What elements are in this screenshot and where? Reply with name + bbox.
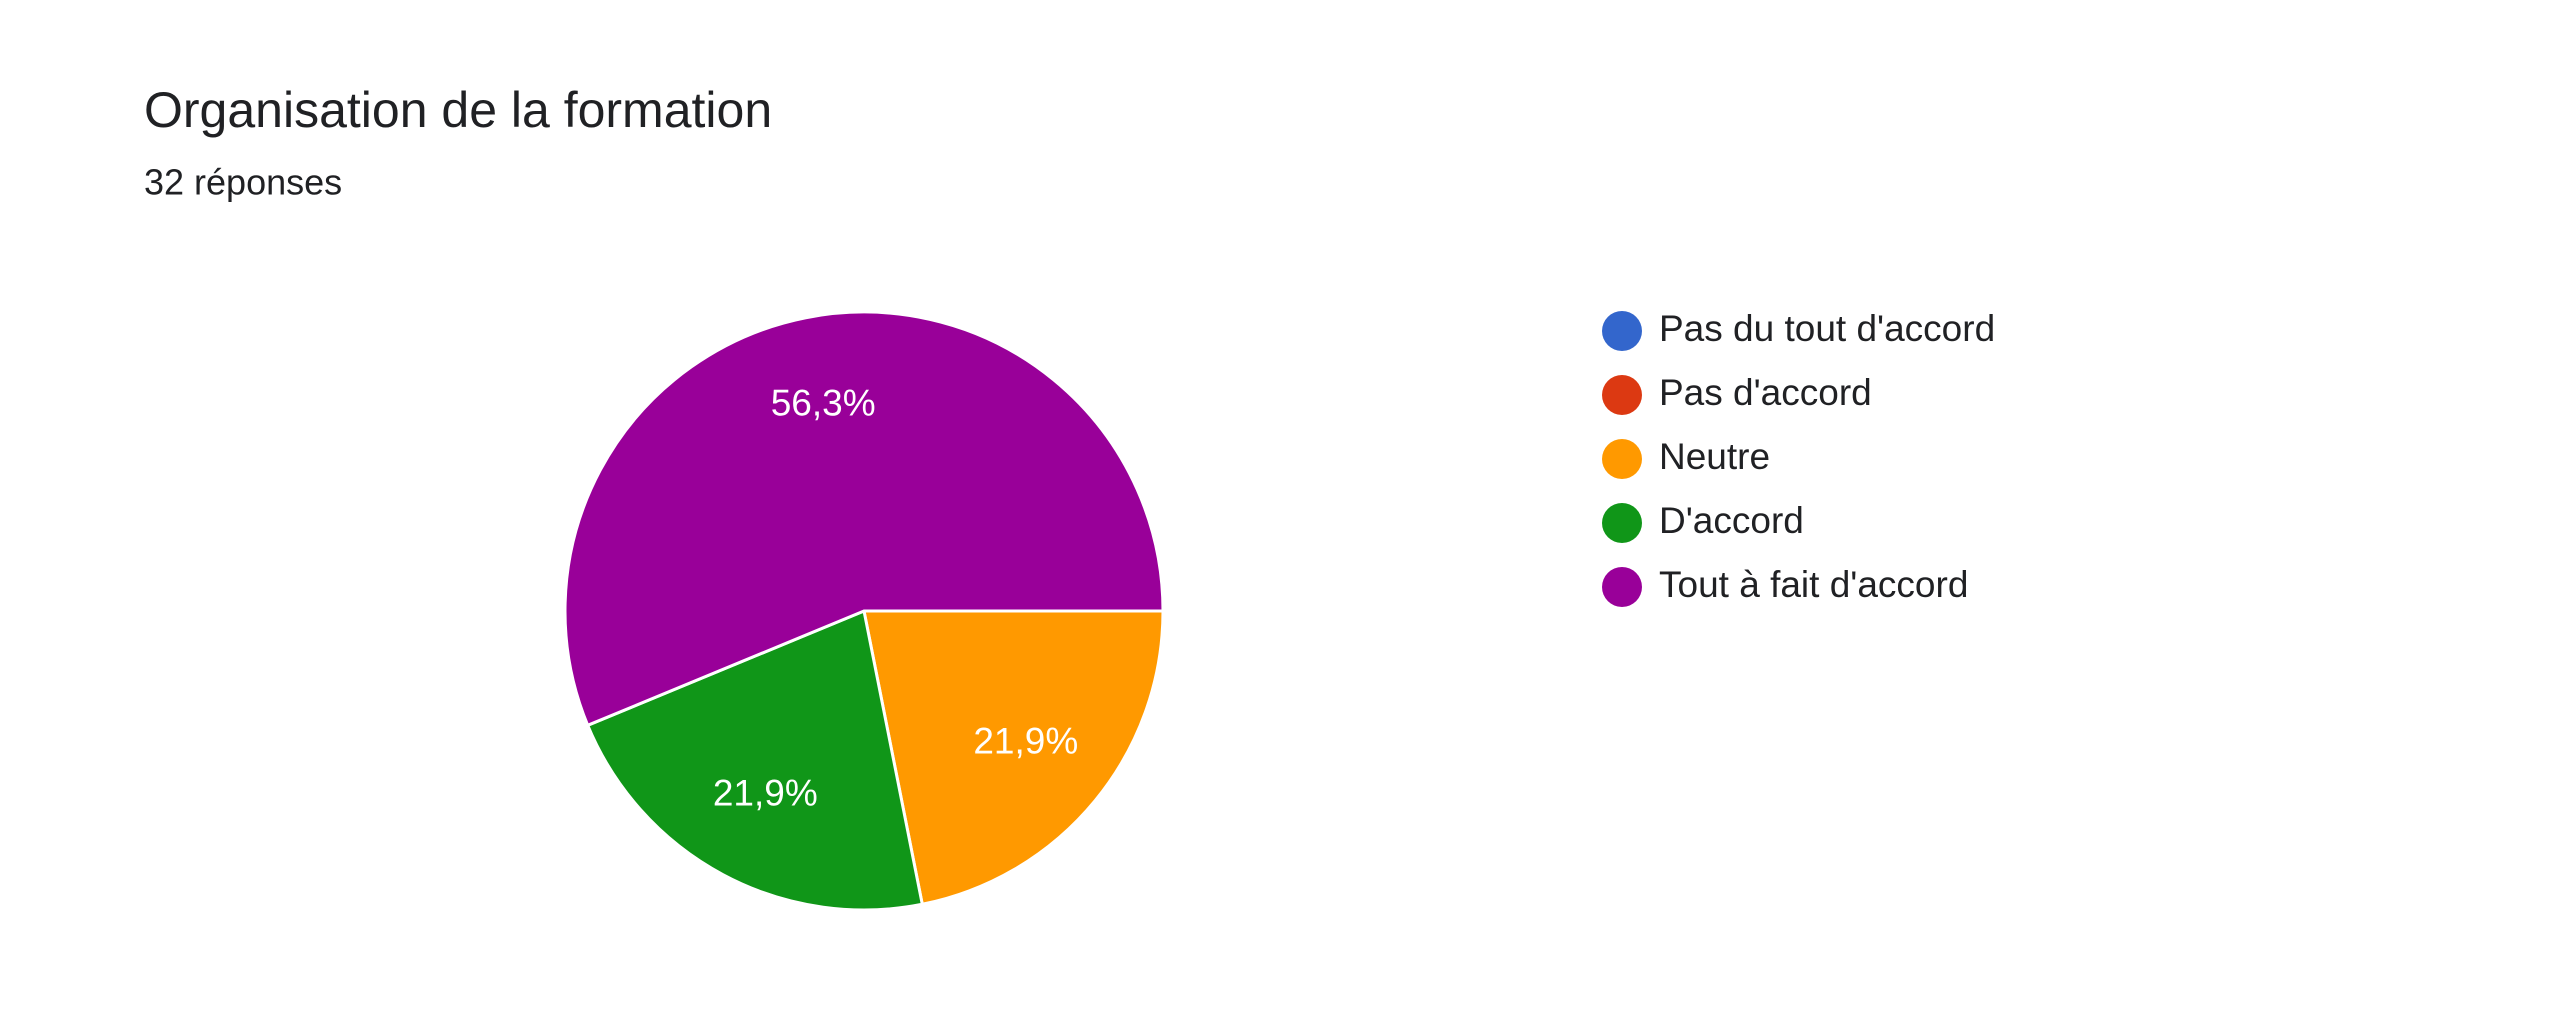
pie-slice — [862, 609, 1165, 907]
legend-marker — [1602, 503, 1642, 543]
legend-label: D'accord — [1659, 500, 1804, 541]
legend-label: Neutre — [1659, 436, 1770, 477]
legend-marker — [1602, 567, 1642, 607]
legend-label: Tout à fait d'accord — [1659, 564, 1968, 605]
pie-slice — [563, 310, 1165, 728]
legend-label: Pas du tout d'accord — [1659, 308, 1995, 349]
slice-label: 21,9% — [713, 772, 818, 813]
pie-slice — [585, 608, 925, 912]
legend-marker — [1602, 375, 1642, 415]
slice-label: 21,9% — [973, 721, 1078, 762]
legend-marker — [1602, 311, 1642, 351]
chart-subtitle: 32 réponses — [144, 162, 342, 203]
slice-label: 56,3% — [771, 382, 876, 423]
legend-label: Pas d'accord — [1659, 372, 1872, 413]
chart-title: Organisation de la formation — [144, 82, 772, 138]
legend-marker — [1602, 439, 1642, 479]
